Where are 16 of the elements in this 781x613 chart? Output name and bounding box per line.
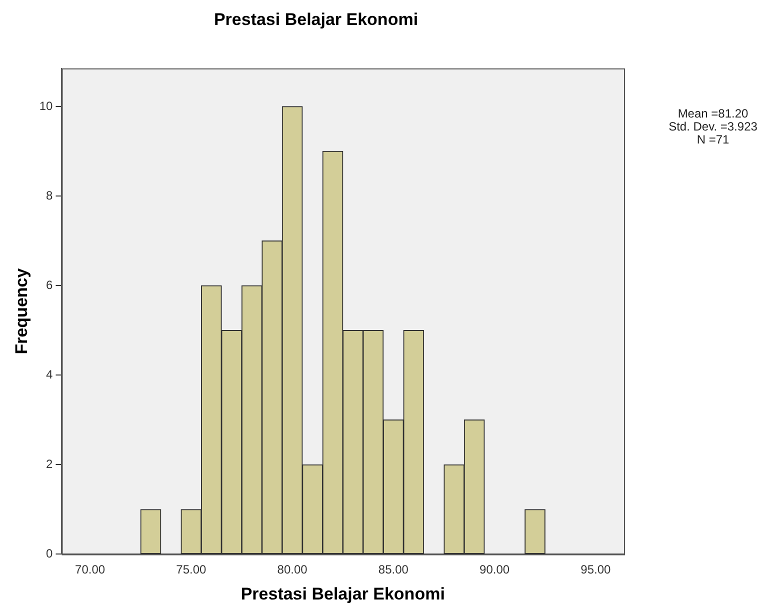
y-tick-label: 10: [39, 98, 54, 113]
y-tick-label: 4: [46, 367, 54, 382]
y-tick-label: 2: [46, 456, 54, 471]
x-tick-label: 90.00: [480, 562, 510, 577]
x-tick-label: 75.00: [176, 562, 207, 577]
x-axis-title: Prestasi Belajar Ekonomi: [240, 584, 445, 604]
text: Mean =81.20 Std. Dev. =3.923 N =71: [668, 106, 758, 146]
y-tick-label: 8: [46, 188, 54, 202]
x-tick-label: 80.00: [277, 562, 308, 577]
y-axis-title: Frequency: [12, 268, 31, 354]
y-tick-label: 0: [46, 546, 54, 561]
x-tick-label: 95.00: [580, 562, 612, 577]
x-tick-label: 70.00: [75, 562, 106, 577]
chart-title: Prestasi Belajar Ekonomi: [214, 10, 418, 29]
x-tick-label: 85.00: [378, 562, 409, 577]
y-tick-label: 6: [46, 278, 54, 292]
